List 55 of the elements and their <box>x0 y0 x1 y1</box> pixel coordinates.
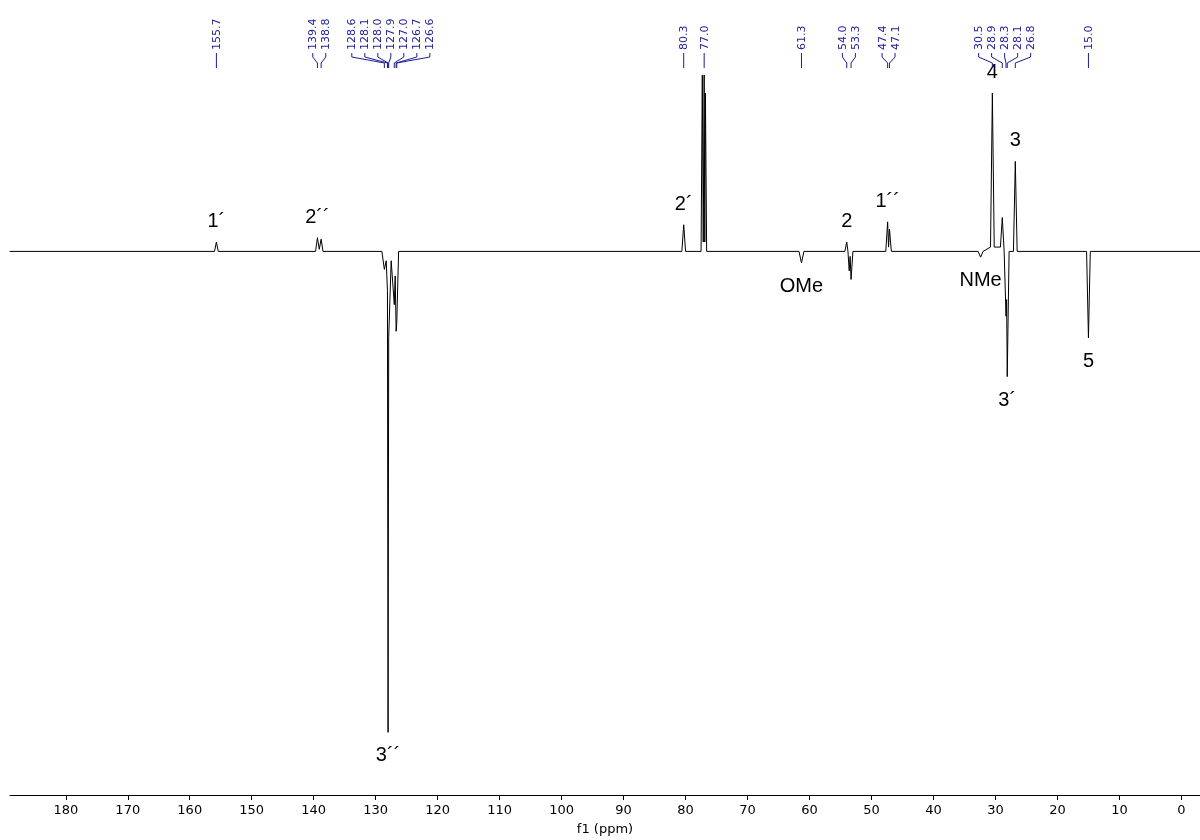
x-tick-label: 30 <box>987 802 1004 817</box>
annotation: 128.6 <box>345 18 359 50</box>
x-tick-label: 20 <box>1049 802 1066 817</box>
annotation: 127.9 <box>384 18 398 50</box>
x-tick-label: 50 <box>863 802 880 817</box>
annotation: 80.3 <box>677 25 691 50</box>
annotation: 139.4 <box>306 18 320 50</box>
annotation: 128.1 <box>358 18 372 50</box>
x-tick-label: 100 <box>549 802 575 817</box>
x-tick-label: 140 <box>301 802 327 817</box>
annotation: 5 <box>1082 348 1094 371</box>
x-tick-label: 60 <box>801 802 818 817</box>
x-tick-label: 150 <box>239 802 265 817</box>
x-axis-title: f1 (ppm) <box>576 821 634 836</box>
x-tick-label: 10 <box>1111 802 1128 817</box>
x-tick-label: 90 <box>615 802 632 817</box>
annotation: 128.0 <box>371 18 385 50</box>
x-tick-label: 160 <box>177 802 203 817</box>
x-tick-label: 170 <box>115 802 141 817</box>
annotation: 47.1 <box>888 25 902 50</box>
annotation: NMe <box>959 268 1002 291</box>
annotation: 4 <box>986 60 998 82</box>
annotation: 126.7 <box>410 18 424 50</box>
x-tick-label: 0 <box>1177 802 1186 817</box>
annotation: 138.8 <box>319 18 333 50</box>
x-tick-label: 120 <box>425 802 451 817</box>
annotation: 2´´ <box>305 204 330 227</box>
annotation: 3´ <box>998 387 1017 410</box>
x-tick-label: 180 <box>53 802 79 817</box>
x-tick-label: 80 <box>677 802 694 817</box>
annotation: 126.6 <box>423 18 437 50</box>
x-tick-label: 40 <box>925 802 942 817</box>
annotation: 61.3 <box>794 25 808 50</box>
annotation: 47.4 <box>875 25 889 50</box>
annotation: 1´ <box>207 209 226 232</box>
x-tick-label: 110 <box>487 802 513 817</box>
annotation: 2´ <box>674 191 693 214</box>
annotation: 127.0 <box>397 18 411 50</box>
annotation: 28.3 <box>998 25 1012 50</box>
annotation: 28.1 <box>1011 25 1025 50</box>
annotation: 155.7 <box>209 18 223 50</box>
annotation: 53.3 <box>848 25 862 50</box>
annotation: 54.0 <box>835 25 849 50</box>
annotation: 2 <box>841 209 853 232</box>
annotation: 26.8 <box>1024 25 1038 50</box>
annotation: 1´´ <box>875 188 900 211</box>
annotation: 15.0 <box>1081 25 1095 50</box>
annotation: OMe <box>779 273 824 296</box>
annotation: 77.0 <box>697 25 711 50</box>
annotation: 3 <box>1009 128 1021 151</box>
x-tick-label: 130 <box>363 802 389 817</box>
annotation: 30.5 <box>972 25 986 50</box>
annotation: 28.9 <box>985 25 999 50</box>
annotation: 3´´ <box>375 743 401 766</box>
x-tick-label: 70 <box>739 802 756 817</box>
